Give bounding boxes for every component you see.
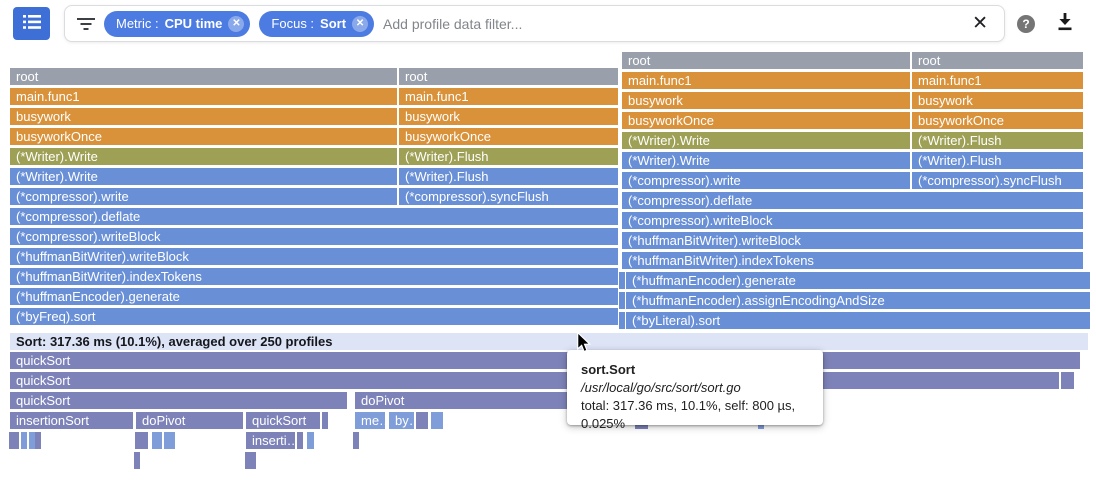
selection-summary-row[interactable]: Sort: 317.36 ms (10.1%), averaged over 2… (10, 333, 1088, 350)
flame-block[interactable] (619, 272, 625, 289)
flame-block[interactable] (416, 412, 428, 429)
flame-block[interactable]: busywork (912, 92, 1083, 109)
flame-block[interactable]: (*huffmanBitWriter).writeBlock (10, 248, 618, 265)
flame-block[interactable]: quickSort (10, 392, 347, 409)
chip-label: Focus : (271, 16, 315, 31)
flame-block[interactable]: (*Writer).Flush (912, 132, 1083, 149)
flame-block[interactable]: (*compressor).writeBlock (10, 228, 618, 245)
flame-block[interactable]: (*huffmanBitWriter).writeBlock (622, 232, 1083, 249)
flame-block[interactable]: busywork (622, 92, 910, 109)
chip-remove-icon[interactable]: ✕ (228, 15, 245, 32)
flame-block[interactable] (431, 412, 437, 429)
flame-block[interactable]: by… (389, 412, 414, 429)
flame-block[interactable]: (*huffmanEncoder).assignEncodingAndSize (626, 292, 1090, 309)
flame-block[interactable] (307, 432, 314, 449)
flame-block[interactable] (437, 412, 443, 429)
flame-block[interactable]: busyworkOnce (912, 112, 1083, 129)
flame-block[interactable]: (*Writer).Write (622, 132, 910, 149)
flame-block[interactable]: root (912, 52, 1083, 69)
flame-block[interactable]: insertionSort (10, 412, 133, 429)
flame-block[interactable] (35, 432, 41, 449)
flame-block[interactable]: me… (355, 412, 385, 429)
flame-block[interactable] (353, 432, 359, 449)
flame-block[interactable] (297, 432, 303, 449)
toolbar: Metric : CPU time ✕ Focus : Sort ✕ Add p… (0, 0, 1096, 50)
flame-block[interactable]: main.func1 (399, 88, 618, 105)
flame-block[interactable] (619, 292, 625, 309)
flame-block[interactable] (164, 432, 170, 449)
flame-block[interactable] (169, 432, 175, 449)
flame-block[interactable]: main.func1 (622, 72, 910, 89)
tooltip-function-name: sort.Sort (581, 362, 636, 377)
flame-block[interactable]: root (622, 52, 910, 69)
filter-input[interactable]: Add profile data filter... (383, 15, 523, 32)
flame-block[interactable]: (*byLiteral).sort (626, 312, 1090, 329)
chip-value: CPU time (164, 16, 223, 31)
filter-chip-focus[interactable]: Focus : Sort ✕ (259, 10, 375, 37)
flame-block[interactable]: main.func1 (912, 72, 1083, 89)
flame-block[interactable]: main.func1 (10, 88, 397, 105)
flame-block[interactable] (9, 432, 19, 449)
flame-block[interactable]: busyworkOnce (399, 128, 618, 145)
flame-block[interactable] (250, 452, 256, 469)
download-icon[interactable] (1056, 13, 1074, 33)
flame-block[interactable]: (*compressor).syncFlush (399, 188, 618, 205)
flame-block[interactable]: quickSort (246, 412, 320, 429)
help-icon[interactable]: ? (1017, 15, 1035, 33)
flame-block[interactable] (134, 452, 140, 469)
flame-block[interactable] (619, 312, 625, 329)
flame-block[interactable]: (*Writer).Write (10, 168, 397, 185)
flame-block[interactable]: inserti… (246, 432, 295, 449)
view-list-icon (22, 15, 41, 32)
flame-block[interactable]: (*byFreq).sort (10, 308, 618, 325)
flame-block[interactable]: (*compressor).deflate (10, 208, 618, 225)
flame-block[interactable]: quickSort (10, 352, 1080, 369)
flame-block[interactable] (21, 432, 27, 449)
flame-block[interactable]: (*Writer).Write (10, 148, 397, 165)
flame-block[interactable]: (*huffmanBitWriter).indexTokens (622, 252, 1083, 269)
chip-remove-icon[interactable]: ✕ (352, 15, 369, 32)
flame-block[interactable]: quickSort (10, 372, 1059, 389)
profile-list-button[interactable] (13, 7, 50, 40)
flame-block[interactable] (152, 432, 162, 449)
chip-value: Sort (320, 16, 347, 31)
flame-block[interactable]: root (399, 68, 618, 85)
clear-filters-icon[interactable]: ✕ (972, 13, 988, 34)
flame-block[interactable]: busyworkOnce (622, 112, 910, 129)
flame-block[interactable] (1061, 372, 1074, 389)
flame-block[interactable]: (*Writer).Write (622, 152, 910, 169)
flame-block[interactable]: (*huffmanEncoder).generate (10, 288, 618, 305)
flame-block[interactable]: busywork (10, 108, 397, 125)
flame-block[interactable] (29, 432, 35, 449)
flame-block[interactable]: busyworkOnce (10, 128, 397, 145)
flame-block[interactable] (245, 452, 251, 469)
tooltip-stats: total: 317.36 ms, 10.1%, self: 800 µs, 0… (581, 398, 796, 431)
flame-block[interactable]: busywork (399, 108, 618, 125)
flame-block[interactable]: root (10, 68, 397, 85)
chip-label: Metric : (116, 16, 159, 31)
flame-block[interactable]: (*Writer).Flush (399, 168, 618, 185)
flame-block[interactable]: (*huffmanEncoder).generate (626, 272, 1090, 289)
flame-block[interactable]: (*compressor).syncFlush (912, 172, 1083, 189)
flame-block[interactable]: (*huffmanBitWriter).indexTokens (10, 268, 618, 285)
frame-tooltip: sort.Sort /usr/local/go/src/sort/sort.go… (567, 350, 823, 431)
flame-block[interactable] (322, 412, 328, 429)
flame-block[interactable]: (*Writer).Flush (399, 148, 618, 165)
filter-chip-metric[interactable]: Metric : CPU time ✕ (104, 10, 251, 37)
flame-block[interactable]: (*Writer).Flush (912, 152, 1083, 169)
flame-block[interactable]: doPivot (136, 412, 243, 429)
flame-block[interactable]: (*compressor).write (622, 172, 910, 189)
flame-block[interactable]: (*compressor).write (10, 188, 397, 205)
filter-bar[interactable]: Metric : CPU time ✕ Focus : Sort ✕ Add p… (64, 5, 1005, 42)
flame-block[interactable]: (*compressor).deflate (622, 192, 1083, 209)
filter-list-icon (77, 17, 95, 30)
tooltip-source-path: /usr/local/go/src/sort/sort.go (581, 380, 741, 395)
flame-block[interactable] (135, 432, 148, 449)
flame-block[interactable]: (*compressor).writeBlock (622, 212, 1083, 229)
